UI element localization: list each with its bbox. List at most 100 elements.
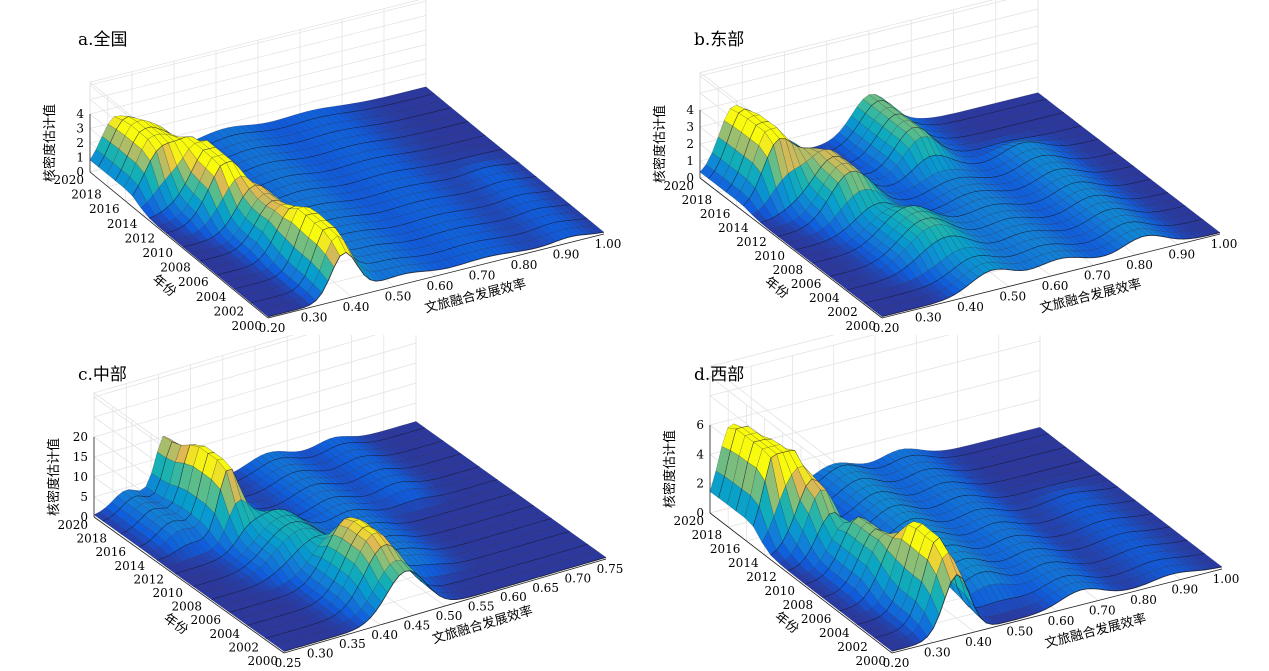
x-tick-label: 1.00	[1211, 237, 1238, 251]
x-tick-label: 0.55	[468, 600, 495, 614]
y-tick-label: 2006	[178, 275, 209, 289]
y-tick-label: 2000	[845, 319, 876, 333]
grid-line	[93, 362, 417, 458]
x-tick-label: 0.75	[597, 562, 624, 576]
z-tick-label: 1	[76, 151, 84, 165]
x-tick-label: 0.90	[1168, 248, 1195, 262]
panel-c: 0.25 0.30 0.35 0.40 0.45 0.50 0.55 0.60 0.65 0.70…	[0, 335, 634, 670]
y-tick-label: 2004	[209, 627, 240, 641]
y-tick-label: 2008	[171, 600, 202, 614]
y-tick-label: 2014	[107, 217, 138, 231]
grid-line	[709, 340, 1041, 426]
chart-b-east: 0.200.300.400.500.600.700.800.901.002000…	[652, 0, 1238, 335]
y-tick-label: 2014	[114, 559, 145, 573]
grid-line	[93, 402, 417, 498]
grid-line	[89, 0, 427, 86]
year-density-curve	[881, 232, 1221, 318]
x-tick-label: 0.70	[1084, 269, 1111, 283]
grid-line	[93, 335, 377, 418]
grid-line	[699, 42, 1039, 128]
x-tick-label: 0.30	[915, 311, 942, 325]
x-tick-label: 0.60	[1042, 279, 1069, 293]
y-tick-label: 2004	[809, 291, 840, 305]
z-tick-label: 2	[686, 137, 694, 151]
y-tick-label: 2000	[247, 654, 278, 668]
axes	[89, 114, 605, 319]
grid-line	[709, 335, 835, 367]
panel-title: a.全国	[78, 30, 128, 50]
y-axis-label: 年份	[762, 274, 792, 302]
x-tick-label: 0.80	[1126, 258, 1153, 272]
year-density-curve	[283, 556, 607, 652]
z-axis-label: 核密度估计值	[46, 438, 62, 516]
y-tick-label: 2006	[190, 613, 221, 627]
z-tick-label: 0	[686, 171, 694, 185]
grid-line	[89, 44, 427, 129]
x-axis-line	[283, 558, 607, 654]
z-tick-label: 5	[80, 490, 88, 504]
grid-line	[93, 342, 417, 438]
panel-b: 0.20 0.30 0.40 0.50 0.60 0.70 0.80 0.90 1.00 2000…	[634, 0, 1268, 335]
x-tick-label: 0.30	[307, 647, 334, 661]
x-tick-label: 0.80	[511, 258, 538, 272]
x-tick-label: 0.50	[436, 609, 463, 623]
x-tick-label: 0.40	[957, 300, 984, 314]
y-tick-label: 2014	[718, 221, 749, 235]
z-tick-label: 3	[76, 122, 84, 136]
y-tick-label: 2016	[89, 202, 120, 216]
y-tick-label: 2010	[152, 586, 183, 600]
y-tick-label: 2020	[663, 179, 694, 193]
x-tick-label: 0.20	[259, 321, 286, 335]
y-tick-label: 2012	[125, 231, 156, 245]
z-tick-label: 0	[76, 165, 84, 179]
panel-a: 0.20 0.30 0.40 0.50 0.60 0.70 0.80 0.90 1.00 2000…	[0, 0, 634, 335]
surface	[709, 423, 1223, 652]
x-tick-label: 1.00	[595, 237, 622, 251]
y-tick-label: 2008	[773, 263, 804, 277]
y-axis-line	[93, 516, 285, 654]
y-tick-label: 2010	[754, 249, 785, 263]
x-tick-label: 0.65	[532, 581, 559, 595]
z-tick-label: 0	[80, 510, 88, 524]
x-tick-label: 0.60	[427, 279, 454, 293]
y-axis-label: 年份	[161, 611, 191, 638]
y-tick-label: 2010	[142, 246, 173, 260]
surface	[89, 86, 605, 318]
surface	[699, 92, 1221, 318]
y-tick-label: 2002	[214, 304, 245, 318]
chart-d-west: 0.200.300.400.500.600.700.800.901.002000…	[662, 335, 1239, 670]
panel-title: c.中部	[78, 365, 127, 385]
y-tick-label: 2002	[827, 305, 858, 319]
x-tick-label: 0.90	[553, 248, 580, 262]
x-tick-label: 0.20	[873, 321, 900, 335]
y-tick-label: 2016	[95, 545, 126, 559]
axes	[699, 110, 1221, 319]
x-tick-label: 0.70	[564, 571, 591, 585]
x-tick-label: 0.40	[343, 300, 370, 314]
x-tick-label: 0.70	[469, 269, 496, 283]
grid-line	[709, 335, 950, 397]
grid-line	[699, 25, 1039, 111]
z-tick-label: 2	[76, 136, 84, 150]
z-tick-label: 1	[686, 154, 694, 168]
x-axis-line	[881, 233, 1221, 319]
x-axis-line	[267, 233, 605, 319]
y-tick-label: 2008	[160, 261, 191, 275]
grid-line	[89, 29, 427, 115]
y-tick-label: 2020	[57, 518, 88, 532]
z-axis-label: 核密度估计值	[42, 104, 58, 182]
z-tick-label: 15	[73, 450, 88, 464]
grid-line	[89, 15, 427, 100]
y-axis-line	[699, 177, 883, 319]
grid-line	[699, 8, 1039, 94]
x-tick-label: 0.50	[385, 290, 412, 304]
y-tick-label: 2018	[76, 532, 107, 546]
x-tick-label: 0.35	[339, 637, 366, 651]
axes	[93, 437, 607, 654]
panel-d: 0.20 0.30 0.40 0.50 0.60 0.70 0.80 0.90 1.00 2000…	[634, 335, 1268, 670]
grid-line	[699, 0, 1008, 77]
y-tick-label: 2000	[231, 319, 262, 333]
y-tick-label: 2016	[700, 207, 731, 221]
surface	[93, 421, 607, 652]
